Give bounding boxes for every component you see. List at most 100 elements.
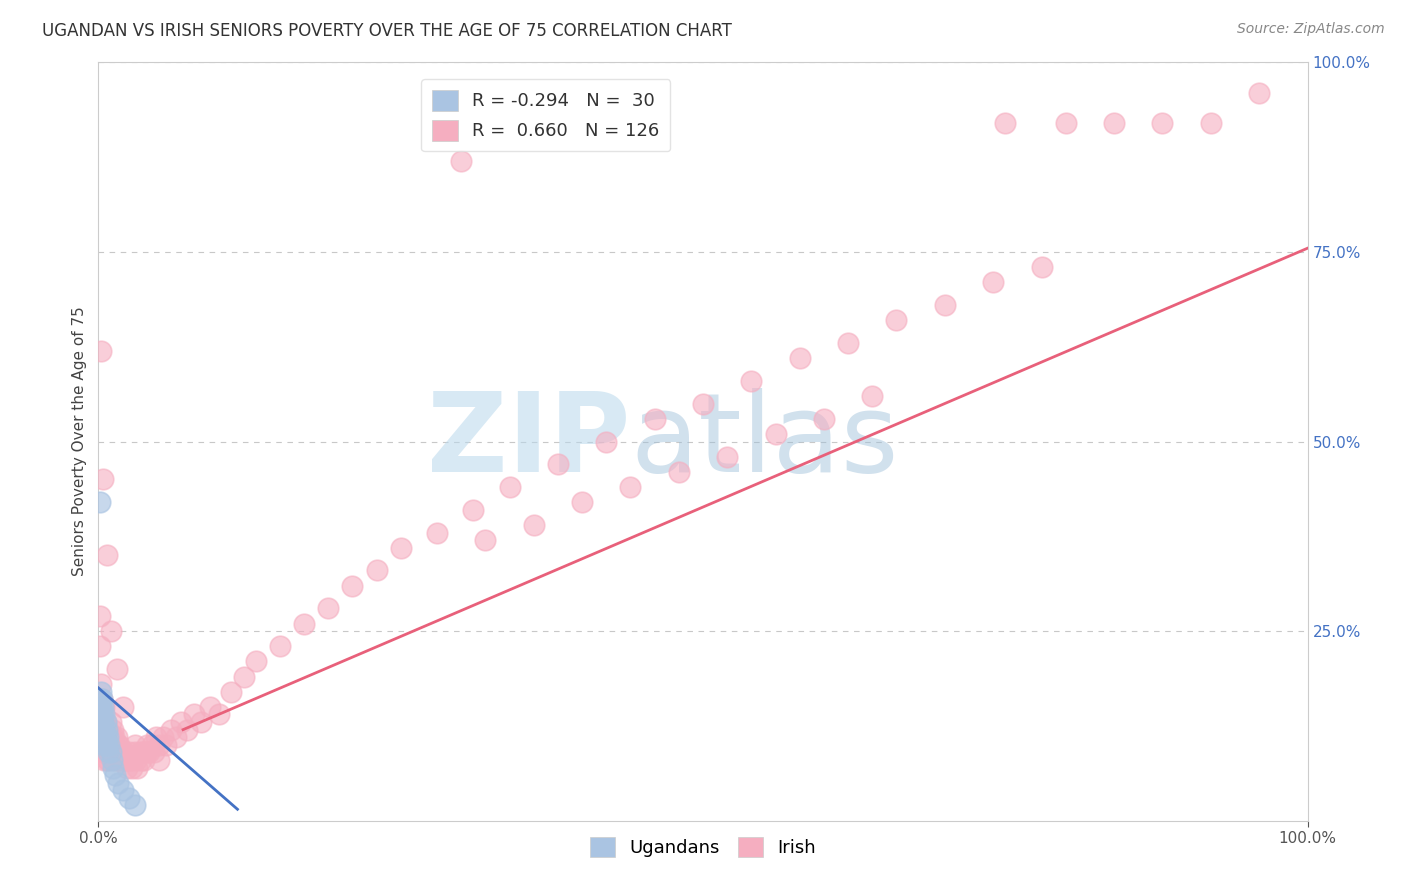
Point [91,715,114,730]
Point [183,707,205,722]
Point [101,760,124,774]
Point [105,746,128,760]
Point [232,669,254,683]
Point [108,746,131,760]
Point [595,434,617,449]
Point [118,791,141,805]
Point [100,746,122,760]
Point [115,753,138,767]
Point [101,738,124,752]
Point [96,738,118,752]
Point [128,746,150,760]
Text: atlas: atlas [630,388,898,495]
Point [97,730,120,744]
Point [93,753,115,767]
Point [366,564,388,578]
Point [860,389,883,403]
Point [100,746,122,760]
Point [104,753,127,767]
Point [90,677,112,691]
Point [668,465,690,479]
Point [117,760,139,774]
Point [100,624,122,639]
Point [118,753,141,767]
Point [93,699,115,714]
Point [1031,260,1053,275]
Point [105,662,128,676]
Text: UGANDAN VS IRISH SENIORS POVERTY OVER THE AGE OF 75 CORRELATION CHART: UGANDAN VS IRISH SENIORS POVERTY OVER TH… [42,22,733,40]
Point [98,730,121,744]
Point [108,738,131,752]
Point [165,730,187,744]
Point [129,753,152,767]
Point [141,738,163,752]
Point [91,473,114,487]
Point [96,548,118,563]
Point [121,760,143,774]
Point [269,639,291,653]
Point [89,608,111,623]
Point [789,351,811,366]
Point [138,746,160,760]
Point [111,699,134,714]
Point [94,730,117,744]
Point [93,723,115,737]
Point [148,753,170,767]
Point [152,730,174,744]
Point [886,313,908,327]
Point [692,396,714,410]
Point [91,738,114,752]
Point [93,738,115,752]
Point [91,730,114,744]
Point [342,579,364,593]
Point [91,692,114,706]
Point [103,730,125,744]
Point [91,723,114,737]
Point [97,723,120,737]
Point [837,335,859,350]
Point [100,730,122,744]
Point [474,533,496,548]
Point [94,715,117,730]
Point [118,746,141,760]
Point [765,427,787,442]
Point [100,715,122,730]
Point [120,753,142,767]
Point [89,692,111,706]
Point [96,753,118,767]
Point [97,746,120,760]
Point [571,495,593,509]
Point [1249,86,1271,100]
Point [523,517,546,532]
Point [90,685,112,699]
Point [104,738,127,752]
Legend: Ugandans, Irish: Ugandans, Irish [582,830,824,864]
Point [125,753,148,767]
Point [1152,116,1174,130]
Point [132,746,155,760]
Point [221,685,243,699]
Point [160,723,183,737]
Text: Source: ZipAtlas.com: Source: ZipAtlas.com [1237,22,1385,37]
Point [100,730,122,744]
Point [93,723,115,737]
Point [94,730,117,744]
Point [155,738,177,752]
Point [1102,116,1125,130]
Point [91,707,114,722]
Point [124,738,146,752]
Point [135,738,157,752]
Point [93,738,115,752]
Point [105,730,128,744]
Point [103,746,125,760]
Point [644,412,666,426]
Point [97,753,120,767]
Point [91,715,114,730]
Point [463,503,485,517]
Point [135,746,157,760]
Point [934,298,956,312]
Point [547,458,569,472]
Point [450,153,472,168]
Point [107,776,129,790]
Point [91,730,114,744]
